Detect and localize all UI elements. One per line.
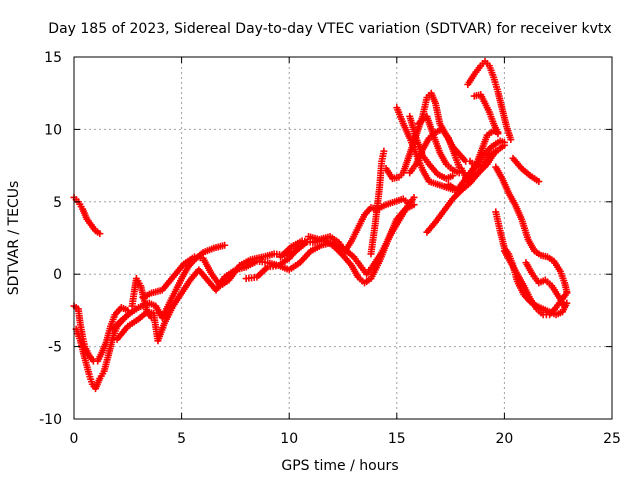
data-point — [410, 193, 418, 201]
x-axis-ticks: 0 5 10 15 20 25 — [70, 57, 621, 447]
y-axis-ticks: -10 -5 0 5 10 15 — [39, 50, 612, 428]
x-tick-label: 25 — [603, 431, 621, 447]
grid-lines — [74, 57, 612, 419]
y-axis-label: SDTVAR / TECUs — [6, 181, 22, 296]
x-tick-label: 15 — [388, 431, 406, 447]
data-point — [492, 147, 500, 155]
chart-title: Day 185 of 2023, Sidereal Day-to-day VTE… — [48, 21, 611, 37]
x-tick-label: 10 — [280, 431, 298, 447]
data-point — [535, 178, 543, 186]
y-tick-label: 10 — [44, 122, 62, 138]
x-tick-label: 5 — [177, 431, 186, 447]
x-tick-label: 20 — [495, 431, 513, 447]
y-tick-label: 0 — [53, 267, 62, 283]
data-point — [507, 136, 515, 144]
y-tick-label: 5 — [53, 195, 62, 211]
data-point — [96, 230, 104, 238]
data-point — [563, 289, 571, 297]
data-point — [221, 241, 229, 249]
y-tick-label: -10 — [39, 412, 62, 428]
data-points — [70, 57, 571, 393]
data-point — [406, 201, 414, 209]
data-point — [494, 130, 502, 138]
y-tick-label: 15 — [44, 50, 62, 66]
x-axis-label: GPS time / hours — [281, 458, 398, 474]
data-point — [561, 302, 569, 310]
x-tick-label: 0 — [70, 431, 79, 447]
data-point — [380, 147, 388, 155]
plot-frame — [73, 56, 613, 420]
data-point — [500, 138, 508, 146]
y-tick-label: -5 — [48, 340, 62, 356]
